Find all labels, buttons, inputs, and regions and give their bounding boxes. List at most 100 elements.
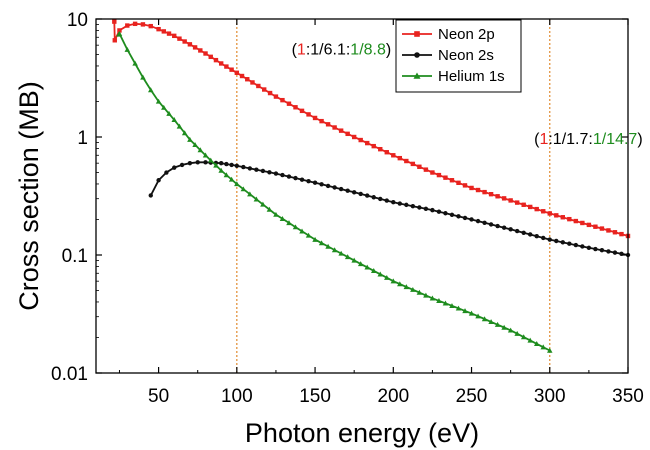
point-neon-2s — [378, 196, 383, 202]
point-neon-2s — [475, 218, 481, 224]
ratio-annotation-part: :1/1.7: — [548, 131, 592, 148]
plot-frame — [95, 18, 629, 374]
point-helium-1s — [449, 303, 455, 309]
point-helium-1s — [253, 196, 260, 202]
point-helium-1s — [390, 278, 397, 284]
point-neon-2p — [488, 191, 494, 197]
point-neon-2s — [593, 246, 598, 252]
point-helium-1s — [260, 201, 266, 207]
ratio-annotation-part: 1 — [297, 42, 306, 59]
point-neon-2p — [187, 42, 193, 47]
point-helium-1s — [501, 324, 507, 330]
y-tick-label: 0.01 — [51, 364, 88, 385]
legend-entry-neon-2p: Neon 2p — [402, 26, 495, 43]
legend-entry-helium-1s: Helium 1s — [402, 68, 505, 85]
point-neon-2p — [384, 150, 389, 155]
point-neon-2p — [351, 134, 357, 140]
point-neon-2p — [218, 61, 224, 66]
x-tick-label-300: 300 — [534, 386, 566, 407]
point-helium-1s — [423, 292, 429, 298]
point-neon-2p — [140, 22, 146, 27]
point-neon-2p — [182, 39, 187, 44]
point-neon-2s — [521, 230, 526, 235]
point-helium-1s — [132, 60, 138, 66]
point-neon-2p — [262, 87, 267, 92]
point-helium-1s — [540, 344, 546, 350]
point-neon-2p — [256, 83, 261, 89]
point-helium-1s — [344, 254, 351, 260]
point-neon-2p — [580, 220, 585, 226]
point-helium-1s — [312, 236, 318, 242]
x-tick-label-350: 350 — [612, 386, 644, 407]
point-neon-2p — [534, 206, 539, 212]
point-neon-2s — [430, 207, 435, 213]
y-tick-label: 10 — [67, 10, 88, 31]
point-helium-1s — [475, 313, 481, 319]
x-tick-label-200: 200 — [377, 386, 409, 407]
point-neon-2p — [397, 155, 403, 161]
point-helium-1s — [481, 316, 488, 322]
line-helium-1s — [118, 32, 551, 352]
point-neon-2s — [488, 222, 494, 227]
point-helium-1s — [436, 298, 442, 303]
point-helium-1s — [370, 268, 377, 273]
point-neon-2p — [358, 137, 363, 143]
point-neon-2s — [482, 220, 487, 225]
point-neon-2s — [534, 233, 539, 239]
point-neon-2s — [280, 172, 285, 178]
y-axis-title: Cross section (MB) — [14, 81, 44, 311]
point-neon-2p — [161, 29, 167, 34]
legend-marker-helium-1s — [413, 72, 421, 79]
point-neon-2s — [501, 225, 507, 230]
legend-marker-point — [414, 52, 420, 58]
point-neon-2s — [573, 242, 579, 248]
point-neon-2s — [148, 193, 153, 198]
point-neon-2p — [198, 48, 203, 53]
point-neon-2p — [365, 140, 370, 146]
point-helium-1s — [377, 271, 384, 277]
point-helium-1s — [527, 337, 533, 343]
point-neon-2p — [554, 213, 559, 218]
legend-marker-point — [413, 72, 421, 79]
legend-marker-point — [414, 31, 420, 37]
point-neon-2p — [430, 170, 435, 175]
point-neon-2p — [528, 204, 533, 210]
point-neon-2s — [260, 168, 266, 174]
point-neon-2p — [267, 90, 273, 96]
ratio-annotation: (1:1/6.1:1/8.8) — [292, 42, 392, 59]
point-neon-2p — [299, 108, 305, 114]
series-helium-1s — [116, 30, 553, 353]
point-neon-2p — [573, 218, 579, 224]
point-neon-2p — [245, 77, 250, 82]
point-neon-2s — [332, 185, 337, 190]
legend: Neon 2p Neon 2s Helium 1s — [395, 19, 522, 93]
point-helium-1s — [223, 172, 230, 178]
point-neon-2s — [436, 209, 442, 214]
point-neon-2s — [384, 198, 389, 203]
point-neon-2p — [112, 38, 117, 43]
point-neon-2p — [475, 187, 481, 193]
point-neon-2p — [332, 125, 337, 130]
point-helium-1s — [507, 327, 514, 333]
point-helium-1s — [351, 257, 357, 263]
point-neon-2p — [560, 215, 566, 220]
point-neon-2s — [172, 165, 177, 170]
point-neon-2p — [306, 112, 311, 117]
point-neon-2s — [449, 212, 455, 218]
point-neon-2s — [241, 164, 246, 170]
point-helium-1s — [520, 334, 527, 340]
point-helium-1s — [171, 117, 177, 122]
point-neon-2p — [410, 161, 416, 167]
point-neon-2p — [443, 175, 448, 180]
point-neon-2s — [195, 160, 200, 165]
point-helium-1s — [410, 286, 416, 292]
point-neon-2s — [187, 160, 193, 166]
point-neon-2p — [508, 198, 513, 203]
point-neon-2p — [449, 178, 455, 183]
point-helium-1s — [279, 216, 286, 221]
point-neon-2s — [456, 214, 461, 219]
point-neon-2p — [224, 64, 229, 69]
legend-label-neon-2p: Neon 2p — [438, 26, 495, 43]
point-neon-2s — [404, 202, 409, 208]
